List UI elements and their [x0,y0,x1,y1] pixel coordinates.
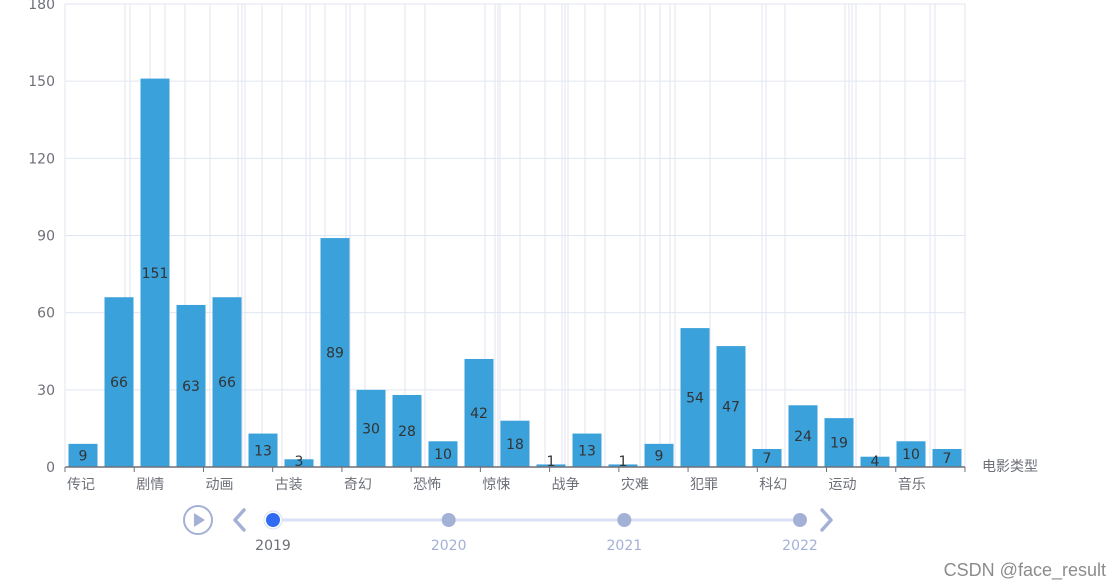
bar[interactable] [572,433,602,467]
bar[interactable] [284,459,314,467]
bar[interactable] [932,448,962,467]
bar[interactable] [680,328,710,467]
bar[interactable] [140,78,170,467]
bar-value-label: 66 [110,375,128,391]
timeline-year-label: 2019 [255,538,291,554]
x-tick-label: 动画 [205,477,233,493]
bar-value-label: 47 [722,400,740,416]
bar[interactable] [788,405,818,467]
timeline-year-label: 2020 [431,538,467,554]
x-tick-label: 传记 [67,477,95,493]
bar[interactable] [248,433,278,467]
play-button[interactable] [183,505,213,535]
chevron-left-icon[interactable] [233,508,246,532]
bar-value-label: 30 [362,421,380,437]
chevron-right-icon[interactable] [820,508,833,532]
bar-value-label: 42 [470,406,488,422]
play-icon [194,513,205,527]
bar-value-label: 18 [506,437,524,453]
timeline-year-label: 2021 [607,538,643,554]
y-tick-label: 150 [28,74,55,90]
bar-value-label: 7 [943,451,952,467]
bar[interactable] [68,443,98,467]
bar-value-label: 66 [218,375,236,391]
y-axis: 0 30 60 90 120 150 180 [28,0,55,476]
bar[interactable] [320,238,350,467]
bar-value-label: 151 [142,266,169,282]
timeline-point-active[interactable] [266,513,280,527]
bar-value-label: 13 [578,443,596,459]
y-tick-label: 30 [37,383,55,399]
bar[interactable] [428,441,458,467]
y-tick-label: 0 [46,460,55,476]
bar-value-label: 7 [763,451,772,467]
watermark: CSDN @face_result [943,560,1106,580]
timeline-point[interactable] [441,513,456,527]
bar[interactable] [104,297,134,467]
bar[interactable] [860,456,890,467]
bar-value-label: 28 [398,424,416,440]
bar[interactable] [356,389,386,467]
bar[interactable] [536,464,566,467]
x-tick-label: 音乐 [898,476,926,493]
bar-value-label: 3 [295,454,304,470]
bar-value-label: 1 [547,454,556,470]
bar-value-label: 10 [434,447,452,463]
x-tick-label: 惊悚 [482,477,510,493]
x-tick-label: 古装 [275,477,303,493]
bar-value-label: 63 [182,379,200,395]
x-tick-label: 剧情 [136,477,164,493]
x-tick-label: 战争 [552,477,580,493]
x-tick-label: 奇幻 [344,476,372,493]
bar[interactable] [824,418,854,467]
timeline-point[interactable] [617,513,632,527]
bar-value-label: 24 [794,429,812,445]
y-tick-label: 90 [37,229,55,245]
x-tick-label: 恐怖 [413,476,441,493]
bar-value-label: 54 [686,391,704,407]
bar[interactable] [464,358,494,467]
timeline[interactable]: 2019 2020 2021 2022 [183,505,833,554]
x-axis-name: 电影类型 [982,459,1038,475]
bar[interactable] [176,304,206,467]
bar[interactable] [896,441,926,467]
bar[interactable] [644,443,674,467]
bar-value-label: 4 [871,454,880,470]
bar[interactable] [608,464,638,467]
bar-value-label: 9 [655,448,664,464]
bar[interactable] [392,394,422,467]
x-axis: 传记 剧情 动画 古装 奇幻 恐怖 惊悚 战争 灾难 犯罪 科幻 运动 音乐 [64,4,966,493]
bar[interactable] [212,297,242,467]
y-tick-label: 180 [28,0,55,13]
x-tick-label: 灾难 [621,476,649,493]
bar-value-label: 19 [830,436,848,452]
bar[interactable] [500,420,530,467]
y-tick-label: 60 [37,306,55,322]
bar-value-label: 9 [79,448,88,464]
x-tick-label: 科幻 [759,477,787,493]
bar[interactable] [716,346,746,467]
bar-value-label: 10 [902,447,920,463]
x-tick-label: 运动 [829,477,857,493]
timeline-year-label: 2022 [782,538,818,554]
bar-value-label: 1 [619,454,628,470]
y-tick-label: 120 [28,151,55,167]
bar[interactable] [752,448,782,467]
x-tick-label: 犯罪 [690,477,718,493]
bar-value-label: 89 [326,346,344,362]
bar-value-label: 13 [254,443,272,459]
timeline-point[interactable] [793,513,807,527]
